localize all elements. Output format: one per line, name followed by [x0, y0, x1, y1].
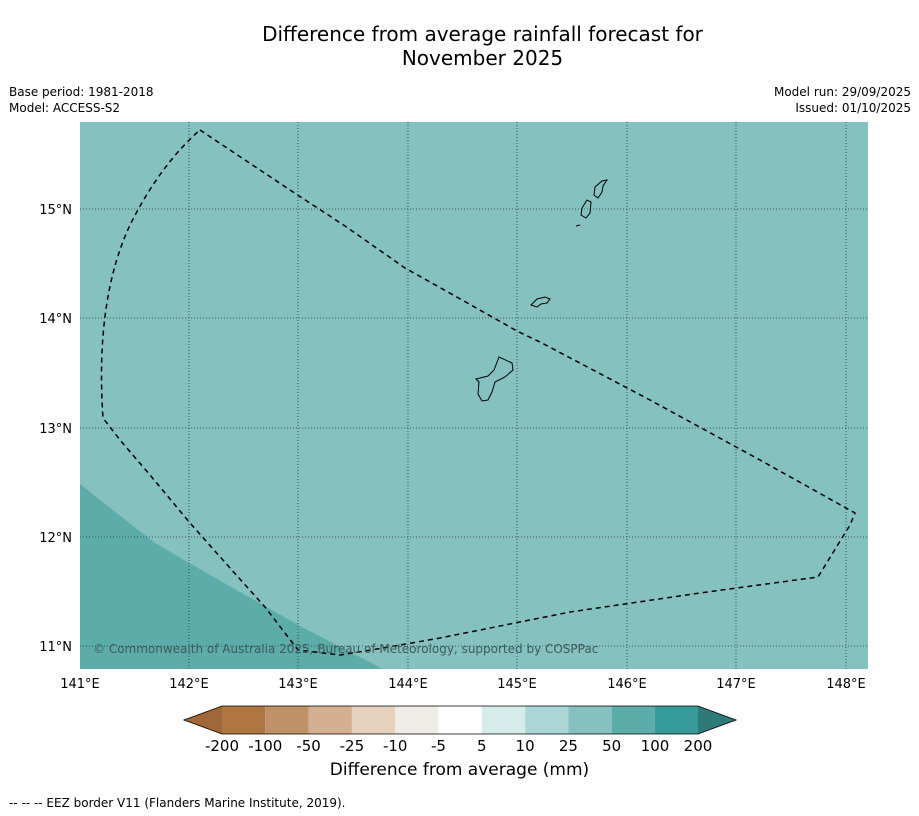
lat-label-15n: 15°N: [39, 203, 72, 218]
meta-right: Model run: 29/09/2025 Issued: 01/10/2025: [774, 84, 911, 116]
lon-label-147e: 147°E: [716, 677, 756, 692]
lon-label-141e: 141°E: [60, 677, 100, 692]
colorbar-segment: [308, 706, 352, 734]
colorbar: [182, 705, 738, 735]
lon-label-145e: 145°E: [497, 677, 537, 692]
cb-tick: -100: [248, 737, 282, 755]
cb-tick: -200: [205, 737, 239, 755]
cb-tick: 100: [641, 737, 670, 755]
lat-label-12n: 12°N: [39, 531, 72, 546]
lat-axis-labels: 15°N 14°N 13°N 12°N 11°N: [39, 203, 72, 655]
issued-date: Issued: 01/10/2025: [795, 101, 911, 115]
model-name: Model: ACCESS-S2: [9, 101, 121, 115]
map-gridlines: [80, 122, 868, 669]
cb-tick: 5: [477, 737, 487, 755]
lat-label-14n: 14°N: [39, 312, 72, 327]
island-tinian: [580, 199, 592, 219]
title-line-1: Difference from average rainfall forecas…: [262, 22, 703, 46]
eez-legend: -- -- -- EEZ border V11 (Flanders Marine…: [9, 796, 346, 810]
islands: [475, 179, 609, 402]
map-region-50-100: [80, 484, 383, 669]
lon-label-143e: 143°E: [278, 677, 318, 692]
model-run: Model run: 29/09/2025: [773, 85, 911, 99]
island-aguijan: [575, 224, 581, 227]
cb-tick: -10: [383, 737, 408, 755]
title-line-2: November 2025: [401, 46, 564, 70]
lon-label-142e: 142°E: [169, 677, 209, 692]
cb-tick: 50: [602, 737, 621, 755]
lat-label-11n: 11°N: [39, 640, 72, 655]
lon-label-144e: 144°E: [388, 677, 428, 692]
island-rota: [530, 296, 551, 308]
cb-tick: 10: [516, 737, 535, 755]
lon-label-146e: 146°E: [607, 677, 647, 692]
map-title: Difference from average rainfall forecas…: [0, 22, 919, 70]
colorbar-segment: [568, 706, 612, 734]
colorbar-label: Difference from average (mm): [329, 760, 590, 780]
colorbar-segment: [655, 706, 698, 734]
colorbar-segment: [611, 706, 655, 734]
island-saipan: [593, 179, 609, 199]
colorbar-segment: [265, 706, 309, 734]
colorbar-segment: [525, 706, 569, 734]
colorbar-border: [182, 705, 738, 735]
colorbar-segment: [222, 706, 266, 734]
colorbar-segment: [438, 706, 482, 734]
colorbar-outline: [182, 705, 738, 735]
cb-tick: 25: [559, 737, 578, 755]
meta-left: Base period: 1981-2018 Model: ACCESS-S2: [9, 84, 154, 116]
lat-label-13n: 13°N: [39, 422, 72, 437]
colorbar-segment: [351, 706, 396, 734]
lon-axis-labels: 141°E 142°E 143°E 144°E 145°E 146°E 147°…: [60, 677, 866, 692]
cb-tick: 200: [684, 737, 713, 755]
lon-label-148e: 148°E: [826, 677, 866, 692]
cb-tick: -25: [340, 737, 365, 755]
cb-tick: -5: [431, 737, 446, 755]
copyright-text: © Commonwealth of Australia 2025, Bureau…: [93, 642, 598, 656]
colorbar-extend-low: [184, 706, 222, 734]
base-period: Base period: 1981-2018: [9, 85, 154, 99]
colorbar-extend-high: [698, 706, 736, 734]
colorbar-segment: [481, 706, 526, 734]
colorbar-tick-labels: -200 -100 -50 -25 -10 -5 5 10 25 50 100 …: [205, 737, 712, 755]
eez-border: [100, 129, 856, 656]
colorbar-segment: [395, 706, 439, 734]
island-guam: [475, 356, 514, 402]
cb-tick: -50: [296, 737, 321, 755]
